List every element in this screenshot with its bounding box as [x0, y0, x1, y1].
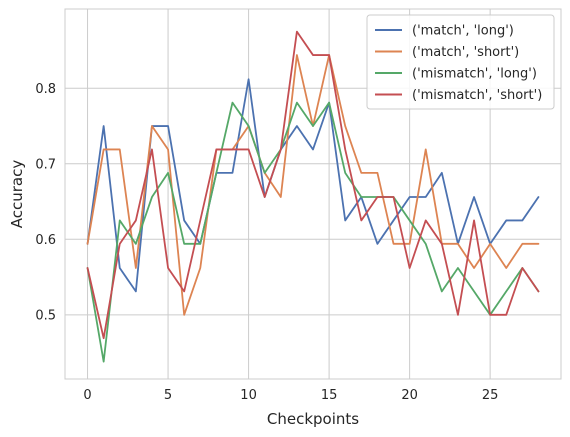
x-tick-label: 5 [164, 388, 172, 403]
x-tick-label: 0 [83, 388, 91, 403]
series-line-3 [86, 101, 540, 363]
legend-entry-label: ('match', 'short') [412, 45, 519, 60]
legend-entry-label: ('match', 'long') [412, 24, 514, 39]
plot-frame [64, 8, 562, 380]
series-lines [86, 30, 540, 363]
legend-entry-label: ('mismatch', 'long') [412, 67, 537, 82]
series-line-1 [86, 78, 540, 293]
y-axis-label: Accuracy [8, 160, 26, 229]
y-tick-label: 0.8 [35, 82, 56, 97]
legend: ('match', 'long') ('match', 'short') ('mis… [366, 14, 555, 110]
legend-entry-label: ('mismatch', 'short') [412, 88, 542, 103]
y-tick-label: 0.6 [35, 233, 56, 248]
tick-labels: 0 5 10 15 20 25 0.5 0.6 0.7 0.8 [35, 82, 498, 403]
x-tick-label: 15 [321, 388, 338, 403]
x-axis-label: Checkpoints [267, 410, 359, 428]
x-tick-label: 20 [401, 388, 418, 403]
y-tick-label: 0.5 [35, 308, 56, 323]
x-tick-label: 10 [240, 388, 257, 403]
legend-box [366, 14, 555, 110]
y-tick-label: 0.7 [35, 157, 56, 172]
series-line-4 [86, 30, 540, 340]
x-tick-label: 25 [482, 388, 499, 403]
